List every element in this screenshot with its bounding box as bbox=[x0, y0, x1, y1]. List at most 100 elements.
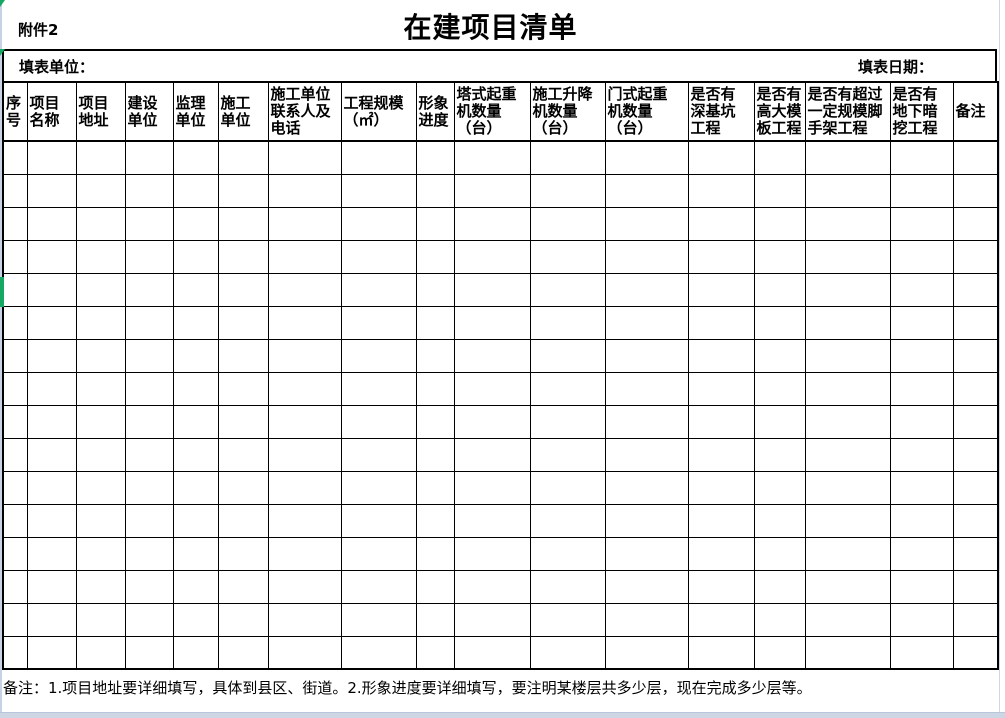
empty-cell[interactable] bbox=[753, 173, 806, 208]
empty-cell[interactable] bbox=[217, 206, 269, 241]
empty-cell[interactable] bbox=[687, 371, 755, 406]
empty-cell[interactable] bbox=[604, 140, 689, 175]
empty-cell[interactable] bbox=[75, 173, 126, 208]
empty-cell[interactable] bbox=[889, 602, 954, 637]
empty-cell[interactable] bbox=[267, 437, 342, 472]
empty-cell[interactable] bbox=[172, 470, 219, 505]
empty-cell[interactable] bbox=[529, 536, 606, 571]
empty-cell[interactable] bbox=[172, 602, 219, 637]
empty-cell[interactable] bbox=[753, 536, 806, 571]
empty-cell[interactable] bbox=[453, 206, 531, 241]
empty-cell[interactable] bbox=[340, 305, 417, 340]
empty-cell[interactable] bbox=[687, 338, 755, 373]
empty-cell[interactable] bbox=[267, 305, 342, 340]
empty-cell[interactable] bbox=[340, 173, 417, 208]
empty-cell[interactable] bbox=[415, 173, 455, 208]
empty-cell[interactable] bbox=[172, 569, 219, 604]
empty-cell[interactable] bbox=[340, 338, 417, 373]
empty-cell[interactable] bbox=[952, 272, 999, 307]
empty-cell[interactable] bbox=[453, 338, 531, 373]
empty-cell[interactable] bbox=[172, 371, 219, 406]
empty-cell[interactable] bbox=[804, 173, 891, 208]
empty-cell[interactable] bbox=[804, 206, 891, 241]
empty-cell[interactable] bbox=[804, 503, 891, 538]
empty-cell[interactable] bbox=[529, 503, 606, 538]
empty-cell[interactable] bbox=[2, 239, 28, 274]
empty-cell[interactable] bbox=[172, 272, 219, 307]
empty-cell[interactable] bbox=[2, 206, 28, 241]
empty-cell[interactable] bbox=[2, 173, 28, 208]
empty-cell[interactable] bbox=[453, 140, 531, 175]
empty-cell[interactable] bbox=[75, 470, 126, 505]
empty-cell[interactable] bbox=[124, 569, 174, 604]
empty-cell[interactable] bbox=[453, 404, 531, 439]
empty-cell[interactable] bbox=[529, 602, 606, 637]
empty-cell[interactable] bbox=[415, 272, 455, 307]
empty-cell[interactable] bbox=[889, 404, 954, 439]
empty-cell[interactable] bbox=[217, 239, 269, 274]
empty-cell[interactable] bbox=[753, 272, 806, 307]
empty-cell[interactable] bbox=[889, 437, 954, 472]
empty-cell[interactable] bbox=[2, 602, 28, 637]
empty-cell[interactable] bbox=[604, 338, 689, 373]
empty-cell[interactable] bbox=[687, 635, 755, 670]
empty-cell[interactable] bbox=[172, 437, 219, 472]
empty-cell[interactable] bbox=[952, 503, 999, 538]
empty-cell[interactable] bbox=[952, 470, 999, 505]
empty-cell[interactable] bbox=[26, 173, 77, 208]
empty-cell[interactable] bbox=[687, 404, 755, 439]
empty-cell[interactable] bbox=[453, 173, 531, 208]
empty-cell[interactable] bbox=[75, 239, 126, 274]
empty-cell[interactable] bbox=[804, 602, 891, 637]
empty-cell[interactable] bbox=[124, 272, 174, 307]
empty-cell[interactable] bbox=[26, 569, 77, 604]
empty-cell[interactable] bbox=[889, 239, 954, 274]
empty-cell[interactable] bbox=[415, 536, 455, 571]
empty-cell[interactable] bbox=[889, 338, 954, 373]
empty-cell[interactable] bbox=[267, 140, 342, 175]
empty-cell[interactable] bbox=[753, 239, 806, 274]
empty-cell[interactable] bbox=[604, 437, 689, 472]
empty-cell[interactable] bbox=[889, 635, 954, 670]
empty-cell[interactable] bbox=[340, 206, 417, 241]
empty-cell[interactable] bbox=[415, 404, 455, 439]
empty-cell[interactable] bbox=[453, 305, 531, 340]
empty-cell[interactable] bbox=[172, 338, 219, 373]
empty-cell[interactable] bbox=[2, 503, 28, 538]
empty-cell[interactable] bbox=[415, 140, 455, 175]
empty-cell[interactable] bbox=[804, 569, 891, 604]
empty-cell[interactable] bbox=[124, 503, 174, 538]
empty-cell[interactable] bbox=[2, 635, 28, 670]
empty-cell[interactable] bbox=[124, 536, 174, 571]
empty-cell[interactable] bbox=[75, 635, 126, 670]
empty-cell[interactable] bbox=[952, 305, 999, 340]
empty-cell[interactable] bbox=[415, 602, 455, 637]
empty-cell[interactable] bbox=[2, 338, 28, 373]
empty-cell[interactable] bbox=[75, 371, 126, 406]
empty-cell[interactable] bbox=[889, 569, 954, 604]
empty-cell[interactable] bbox=[75, 338, 126, 373]
empty-cell[interactable] bbox=[415, 470, 455, 505]
empty-cell[interactable] bbox=[687, 437, 755, 472]
empty-cell[interactable] bbox=[687, 272, 755, 307]
empty-cell[interactable] bbox=[952, 404, 999, 439]
empty-cell[interactable] bbox=[415, 569, 455, 604]
empty-cell[interactable] bbox=[26, 140, 77, 175]
empty-cell[interactable] bbox=[604, 371, 689, 406]
empty-cell[interactable] bbox=[217, 503, 269, 538]
empty-cell[interactable] bbox=[26, 470, 77, 505]
empty-cell[interactable] bbox=[267, 602, 342, 637]
empty-cell[interactable] bbox=[889, 470, 954, 505]
empty-cell[interactable] bbox=[340, 635, 417, 670]
empty-cell[interactable] bbox=[172, 635, 219, 670]
empty-cell[interactable] bbox=[453, 602, 531, 637]
empty-cell[interactable] bbox=[889, 140, 954, 175]
empty-cell[interactable] bbox=[453, 437, 531, 472]
empty-cell[interactable] bbox=[604, 569, 689, 604]
empty-cell[interactable] bbox=[267, 569, 342, 604]
empty-cell[interactable] bbox=[75, 503, 126, 538]
empty-cell[interactable] bbox=[2, 404, 28, 439]
empty-cell[interactable] bbox=[453, 239, 531, 274]
empty-cell[interactable] bbox=[804, 239, 891, 274]
empty-cell[interactable] bbox=[172, 404, 219, 439]
